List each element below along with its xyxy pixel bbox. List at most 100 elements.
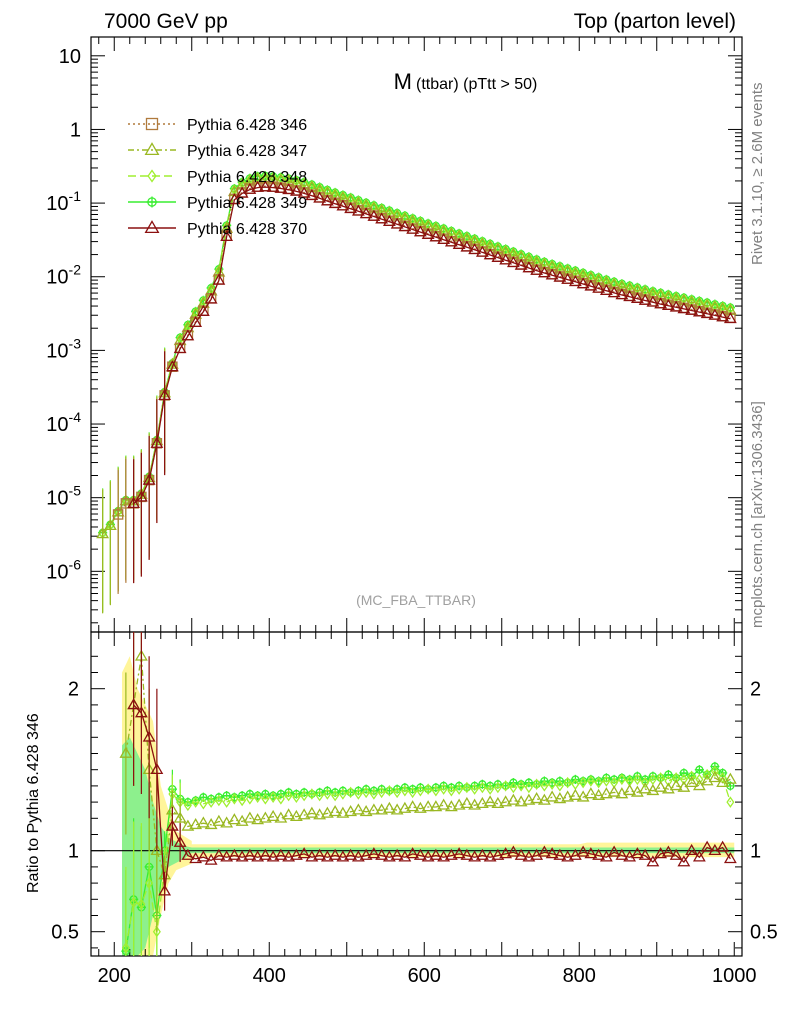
ratio-data-point <box>251 813 265 825</box>
data-point <box>359 207 373 219</box>
data-point <box>103 518 117 531</box>
data-point <box>382 214 396 227</box>
mcplots-source-label: mcplots.cern.ch [arXiv:1306.3436] <box>749 401 766 628</box>
data-point <box>584 279 598 291</box>
data-point <box>165 360 179 372</box>
main-y-tick-label: 10-6 <box>46 556 81 583</box>
ratio-data-point <box>406 800 420 812</box>
ratio-data-point <box>563 776 572 789</box>
data-point <box>313 191 327 203</box>
ratio-data-point <box>584 787 598 799</box>
ratio-y-tick-label-right: 1 <box>750 841 761 863</box>
analysis-watermark: (MC_FBA_TTBAR) <box>356 592 476 608</box>
main-y-tick-label: 10-4 <box>46 409 81 436</box>
ratio-data-point <box>331 789 340 802</box>
ratio-data-point <box>344 804 358 817</box>
data-point <box>499 253 513 265</box>
data-point <box>204 292 218 304</box>
main-series-2 <box>96 172 737 614</box>
data-point <box>654 297 668 309</box>
data-point <box>716 310 730 322</box>
ratio-series <box>119 632 737 956</box>
ratio-data-point <box>421 800 435 812</box>
ratio-data-point <box>532 778 541 791</box>
ratio-data-point <box>181 819 195 831</box>
ratio-data-point <box>400 785 409 797</box>
ratio-data-point <box>390 803 404 815</box>
data-point <box>227 193 241 205</box>
ratio-data-point <box>152 925 161 938</box>
ratio-data-point <box>607 785 621 797</box>
ratio-data-point <box>212 848 226 860</box>
data-point <box>576 277 590 289</box>
data-point <box>367 209 381 221</box>
data-point <box>274 181 288 193</box>
ratio-data-point <box>377 786 386 799</box>
ratio-data-point <box>452 847 466 859</box>
main-y-tick-label: 10-2 <box>46 262 81 289</box>
ratio-data-point <box>630 847 644 859</box>
ratio-data-point <box>654 780 668 792</box>
ratio-data-point <box>602 775 611 787</box>
data-point <box>723 311 737 324</box>
ratio-data-point <box>447 785 456 797</box>
series-line <box>102 176 731 534</box>
ratio-data-point <box>251 850 265 862</box>
ratio-data-point <box>362 786 371 799</box>
data-point <box>328 196 342 209</box>
ratio-data-point <box>191 796 200 808</box>
ratio-data-point <box>150 762 164 775</box>
ratio-data-point <box>506 845 520 857</box>
legend-label: Pythia 6.428 370 <box>187 221 307 238</box>
ratio-data-point <box>468 850 482 862</box>
ratio-data-point <box>367 847 381 859</box>
ratio-data-point <box>385 785 394 797</box>
main-y-tick-label: 10-3 <box>46 335 81 362</box>
ratio-data-point <box>710 765 719 778</box>
data-point <box>413 225 427 237</box>
x-tick-label: 1000 <box>712 965 757 987</box>
ratio-data-point <box>416 785 425 797</box>
data-point <box>398 220 412 232</box>
data-point <box>344 201 358 214</box>
ratio-data-point <box>439 783 448 795</box>
ratio-data-point <box>517 780 526 792</box>
data-point <box>592 281 606 293</box>
ratio-data-point <box>292 791 301 803</box>
ratio-data-point <box>685 775 699 787</box>
ratio-data-point <box>478 781 487 794</box>
data-point <box>475 245 489 257</box>
ratio-data-point <box>336 806 350 818</box>
ratio-data-point <box>460 796 474 809</box>
ratio-data-point <box>300 789 309 802</box>
data-point <box>421 227 435 239</box>
ratio-data-point <box>181 848 195 860</box>
ratio-data-point <box>579 776 588 789</box>
data-point <box>700 306 714 319</box>
ratio-data-point <box>545 790 559 802</box>
ratio-data-point <box>276 793 285 805</box>
ratio-data-point <box>424 783 433 795</box>
legend-entry: Pythia 6.428 370 <box>128 220 307 238</box>
ratio-data-point <box>235 850 249 862</box>
ratio-data-point <box>483 795 497 807</box>
ratio-data-point <box>646 855 660 867</box>
data-point <box>134 490 148 502</box>
ratio-series-5 <box>127 632 737 911</box>
ratio-data-point <box>129 896 138 909</box>
ratio-data-point <box>145 877 154 889</box>
ratio-panel-frame <box>90 631 743 957</box>
ratio-data-point <box>245 793 254 805</box>
ratio-data-point <box>444 848 458 860</box>
data-point <box>630 291 644 303</box>
data-point <box>452 237 466 250</box>
ratio-data-point <box>460 848 474 860</box>
ratio-data-point <box>320 850 334 862</box>
data-point <box>638 293 652 305</box>
data-point <box>623 289 637 302</box>
data-point <box>127 496 141 508</box>
ratio-data-point <box>253 791 262 803</box>
ratio-data-point <box>328 848 342 860</box>
ratio-y-tick-label-right: 0.5 <box>750 922 778 944</box>
data-point <box>553 270 567 282</box>
